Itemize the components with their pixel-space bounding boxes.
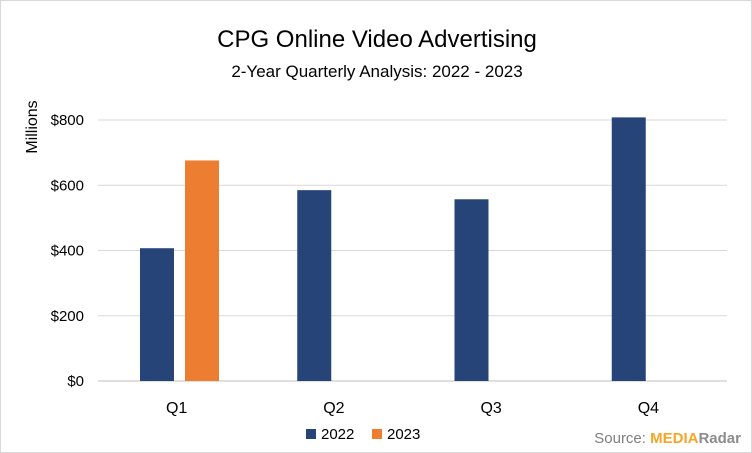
bar-2022-Q4	[611, 117, 646, 381]
bar-2023-Q1	[185, 160, 219, 381]
source-text: Source: MEDIARadar	[594, 430, 741, 447]
source-credit: Source: MEDIARadar	[594, 430, 741, 447]
y-axis-label: Millions	[24, 100, 41, 153]
legend-swatch-2022	[306, 429, 316, 439]
x-tick-label: Q1	[166, 400, 187, 417]
bar-2022-Q3	[454, 199, 489, 381]
category-labels: Q1 Q2 Q3 Q4	[166, 400, 659, 417]
bar-2022-Q2	[297, 190, 332, 381]
y-tick-label: $0	[67, 373, 84, 390]
chart-subtitle: 2-Year Quarterly Analysis: 2022 - 2023	[231, 62, 522, 81]
y-tick-label: $400	[51, 243, 84, 260]
legend-swatch-2023	[372, 429, 382, 439]
bars	[140, 117, 646, 381]
y-tick-label: $800	[51, 112, 84, 129]
x-tick-label: Q4	[638, 400, 659, 417]
bar-2022-Q1	[140, 248, 174, 381]
source-brand-part2: Radar	[698, 430, 741, 447]
y-tick-label: $200	[51, 308, 84, 325]
y-tick-labels: $0 $200 $400 $600 $800	[51, 112, 84, 390]
x-tick-label: Q2	[323, 400, 344, 417]
legend-label-2022: 2022	[321, 426, 354, 443]
y-tick-label: $600	[51, 177, 84, 194]
legend: 2022 2023	[306, 426, 420, 443]
x-tick-label: Q3	[480, 400, 501, 417]
source-brand-part1: MEDIA	[650, 430, 699, 447]
legend-label-2023: 2023	[387, 426, 420, 443]
chart-title: CPG Online Video Advertising	[217, 26, 537, 53]
source-label: Source:	[594, 430, 646, 447]
